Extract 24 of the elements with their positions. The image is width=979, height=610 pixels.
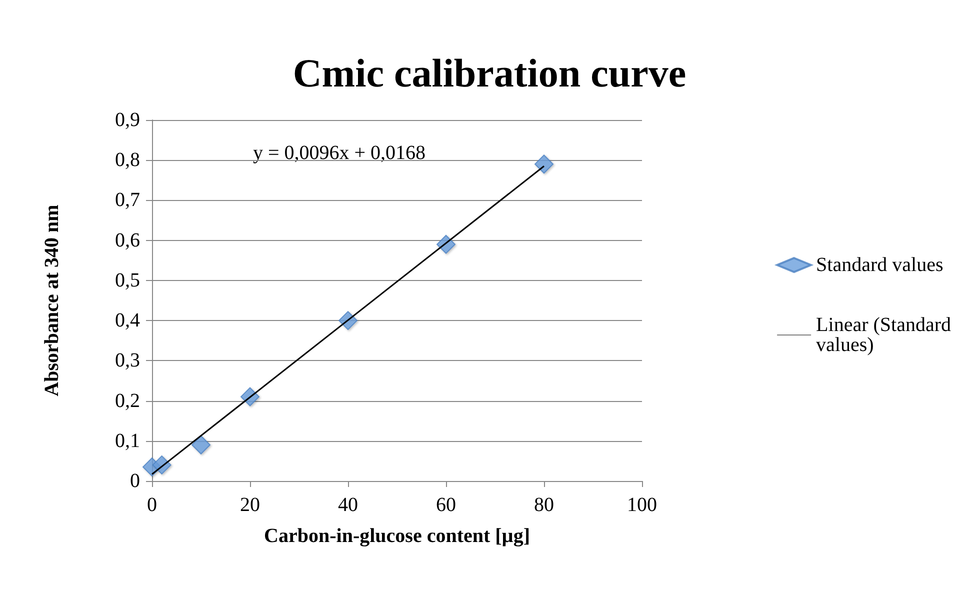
y-tick-label: 0,7 — [115, 189, 140, 212]
y-tick-label: 0,1 — [115, 430, 140, 452]
annotation: y = 0,0096x + 0,0168 — [253, 142, 426, 164]
y-tick-label: 0 — [130, 470, 140, 492]
legend-label: Standard values — [816, 254, 944, 276]
x-tick-label: 20 — [240, 494, 260, 516]
point — [534, 154, 554, 174]
x-axis-title: Carbon-in-glucose content [µg] — [264, 525, 530, 547]
chart-title: Cmic calibration curve — [292, 50, 686, 96]
x-tick-label: 0 — [147, 494, 157, 516]
legend-label: Linear (Standard values) — [816, 314, 956, 356]
y-tick-label: 0,8 — [115, 149, 140, 172]
y-tick-label: 0,4 — [115, 310, 140, 332]
x-tick-label: 80 — [534, 494, 554, 516]
y-tick-label: 0,5 — [115, 269, 140, 292]
point — [192, 435, 210, 454]
y-tick-label: 0,9 — [115, 109, 140, 131]
y-tick-label: 0,6 — [115, 229, 140, 252]
y-tick-label: 0,2 — [115, 390, 140, 412]
x-tick-label: 60 — [436, 494, 456, 516]
x-tick-label: 40 — [338, 494, 358, 516]
x-tick-label: 100 — [627, 494, 657, 516]
y-axis-title: Absorbance at 340 nm — [41, 204, 63, 396]
y-tick-label: 0,3 — [115, 350, 140, 372]
